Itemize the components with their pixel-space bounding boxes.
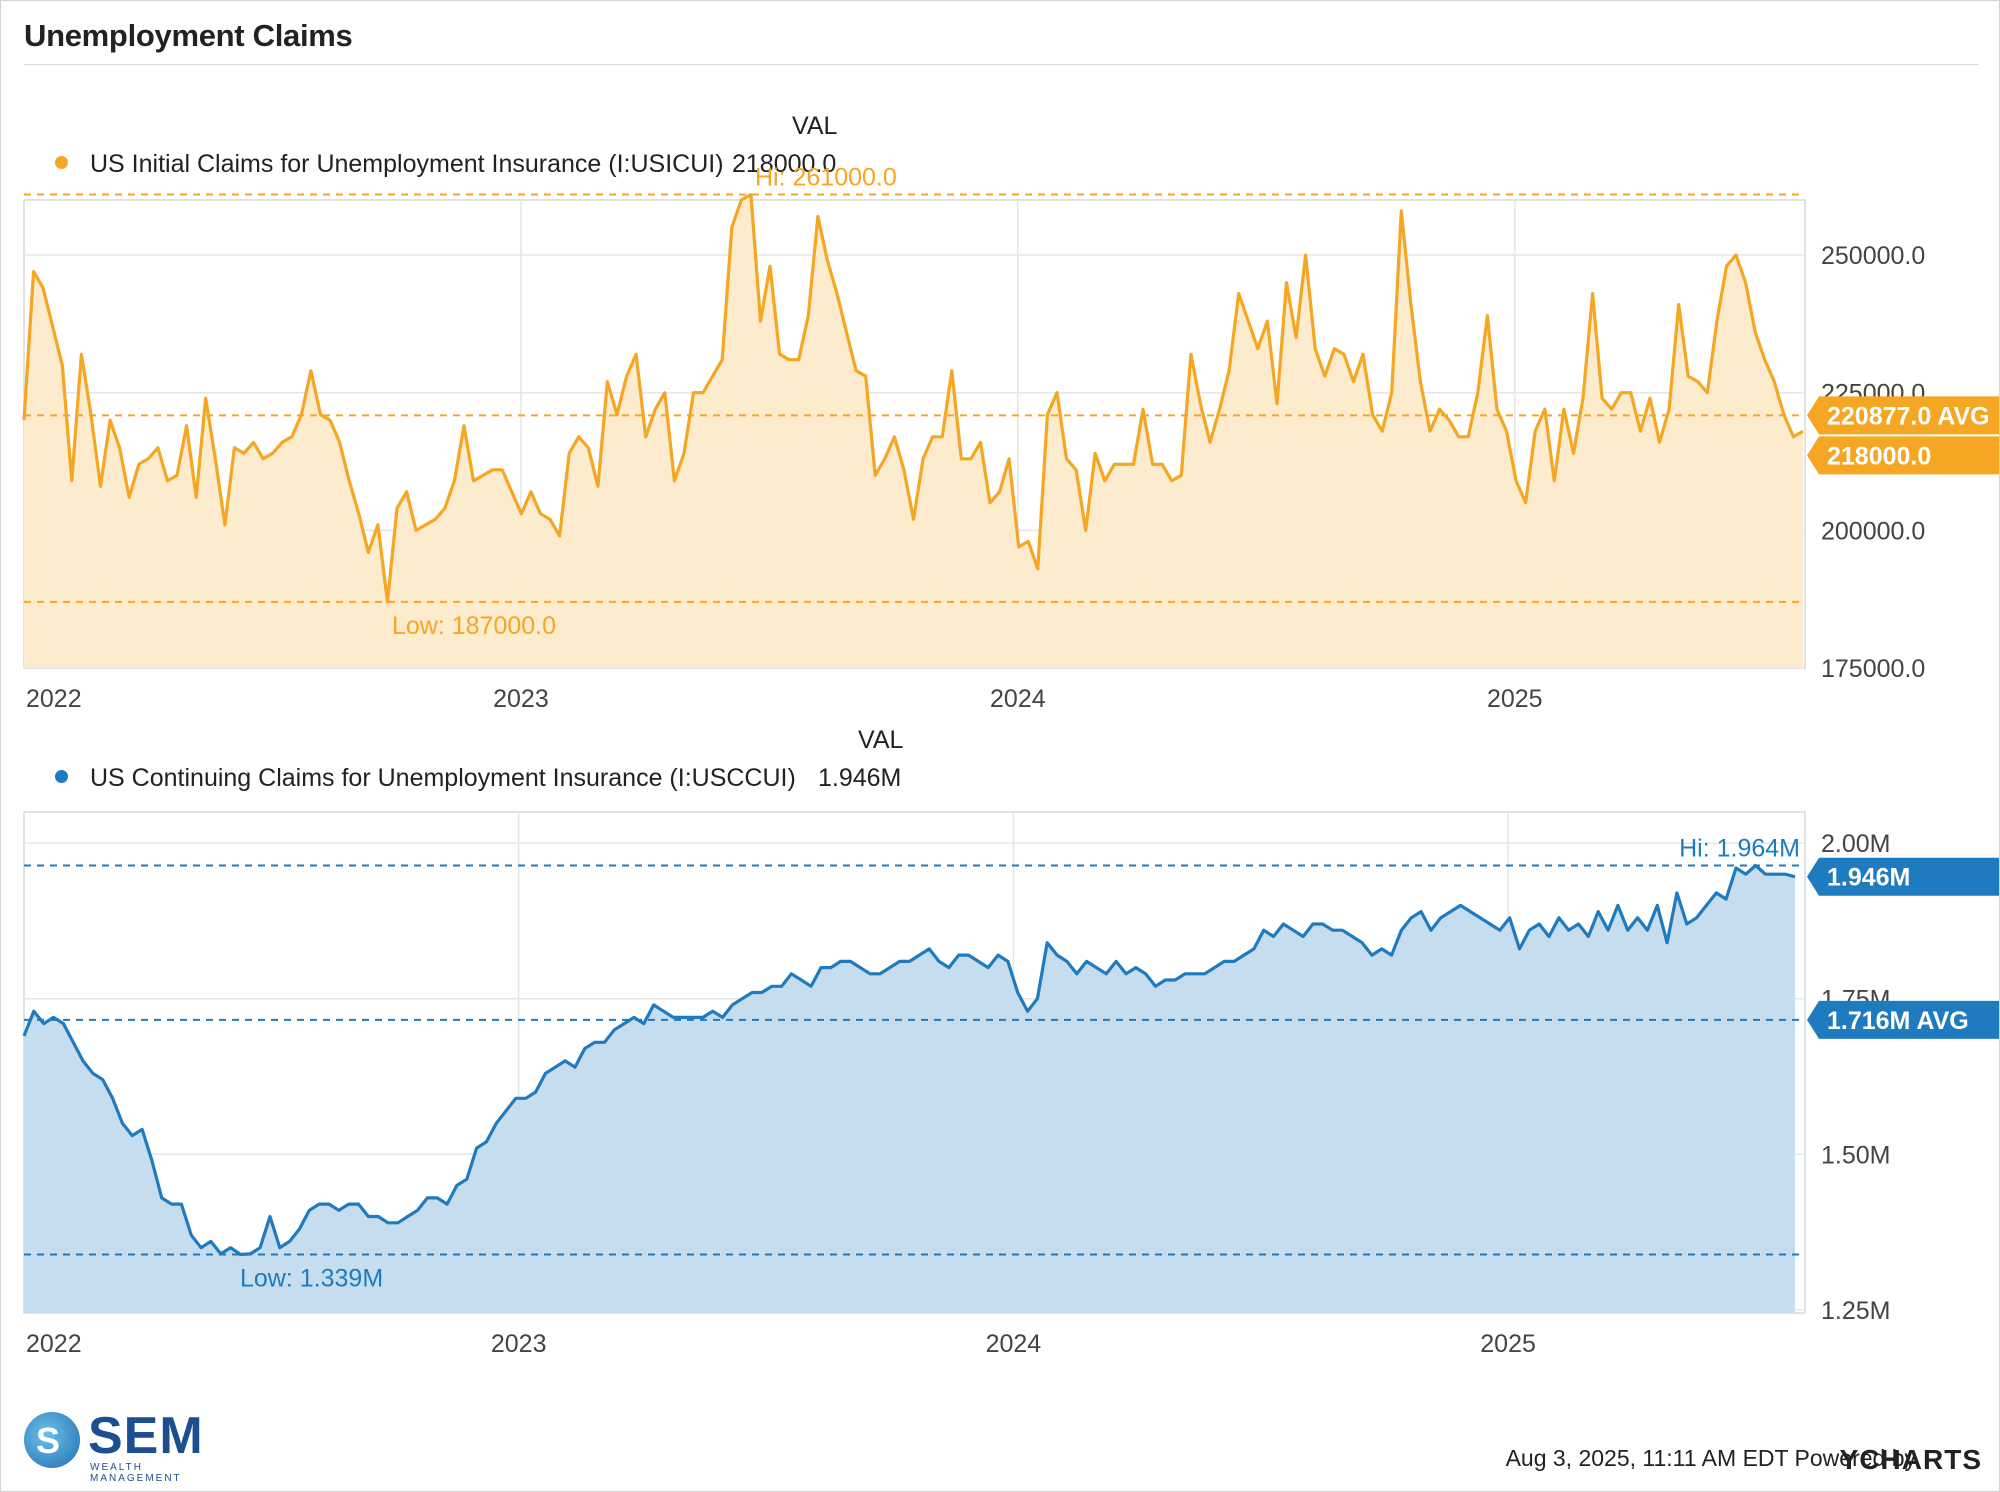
avg-tag-label: 220877.0 AVG <box>1827 402 1990 430</box>
series-area <box>24 865 1795 1313</box>
series-area <box>24 194 1803 668</box>
series-line <box>22 192 1804 604</box>
x-tick-label: 2022 <box>26 1330 82 1358</box>
series-dot-icon <box>55 770 68 783</box>
series-current-value: 218000.0 <box>732 150 837 178</box>
x-tick-label: 2023 <box>493 685 549 713</box>
legend-continuing: VAL US Continuing Claims for Unemploymen… <box>0 724 2000 814</box>
series-dot-icon <box>55 156 68 169</box>
y-tick-label: 250000.0 <box>1821 242 1925 270</box>
hi-label: Hi: 1.964M <box>1679 835 1800 863</box>
y-tick-label: 1.25M <box>1821 1297 1890 1325</box>
x-tick-label: 2024 <box>990 685 1046 713</box>
y-tick-label: 1.50M <box>1821 1141 1890 1169</box>
page-title: Unemployment Claims <box>24 18 353 53</box>
val-header: VAL <box>858 726 904 754</box>
avg-tag-label: 1.716M AVG <box>1827 1007 1969 1035</box>
hi-label: Hi: 261000.0 <box>755 163 897 191</box>
legend-initial: VAL US Initial Claims for Unemployment I… <box>0 110 2000 200</box>
sem-logo-icon: S <box>24 1412 80 1468</box>
low-label: Low: 1.339M <box>240 1264 383 1292</box>
current-value-tag <box>1807 436 1999 475</box>
footer-timestamp: Aug 3, 2025, 11:11 AM EDT Powered by <box>1505 1445 1916 1471</box>
current-value-tag <box>1807 857 1999 896</box>
continuing-claims-chart[interactable]: 2022 2023 2024 20251.25M1.50M1.75M2.00MHi: … <box>0 0 2000 1380</box>
y-tick-label: 2.00M <box>1821 830 1890 858</box>
avg-tag <box>1807 396 1999 435</box>
x-tick-label: 2025 <box>1480 1330 1536 1358</box>
x-tick-label: 2025 <box>1487 685 1543 713</box>
y-tick-label: 175000.0 <box>1821 655 1925 683</box>
initial-claims-chart[interactable]: 2022 2023 2024 2025175000.0200000.0225000.0… <box>0 0 2000 720</box>
current-value-tag-label: 218000.0 <box>1827 442 1931 470</box>
x-tick-label: 2023 <box>491 1330 547 1358</box>
current-value-tag-label: 1.946M <box>1827 864 1910 892</box>
series-line <box>22 863 1796 1257</box>
low-label: Low: 187000.0 <box>392 612 556 640</box>
x-tick-label: 2022 <box>26 685 82 713</box>
series-current-value: 1.946M <box>818 764 902 792</box>
series-name[interactable]: US Continuing Claims for Unemployment In… <box>90 764 796 792</box>
sem-logo: S SEM WEALTH MANAGEMENT <box>24 1407 214 1484</box>
title-divider <box>24 64 1979 65</box>
val-header: VAL <box>792 112 838 140</box>
y-tick-label: 200000.0 <box>1821 517 1925 545</box>
series-name[interactable]: US Initial Claims for Unemployment Insur… <box>90 150 724 178</box>
ycharts-logo[interactable]: YCHARTS <box>1839 1444 1982 1475</box>
x-tick-label: 2024 <box>986 1330 1042 1358</box>
avg-tag <box>1807 1000 1999 1039</box>
